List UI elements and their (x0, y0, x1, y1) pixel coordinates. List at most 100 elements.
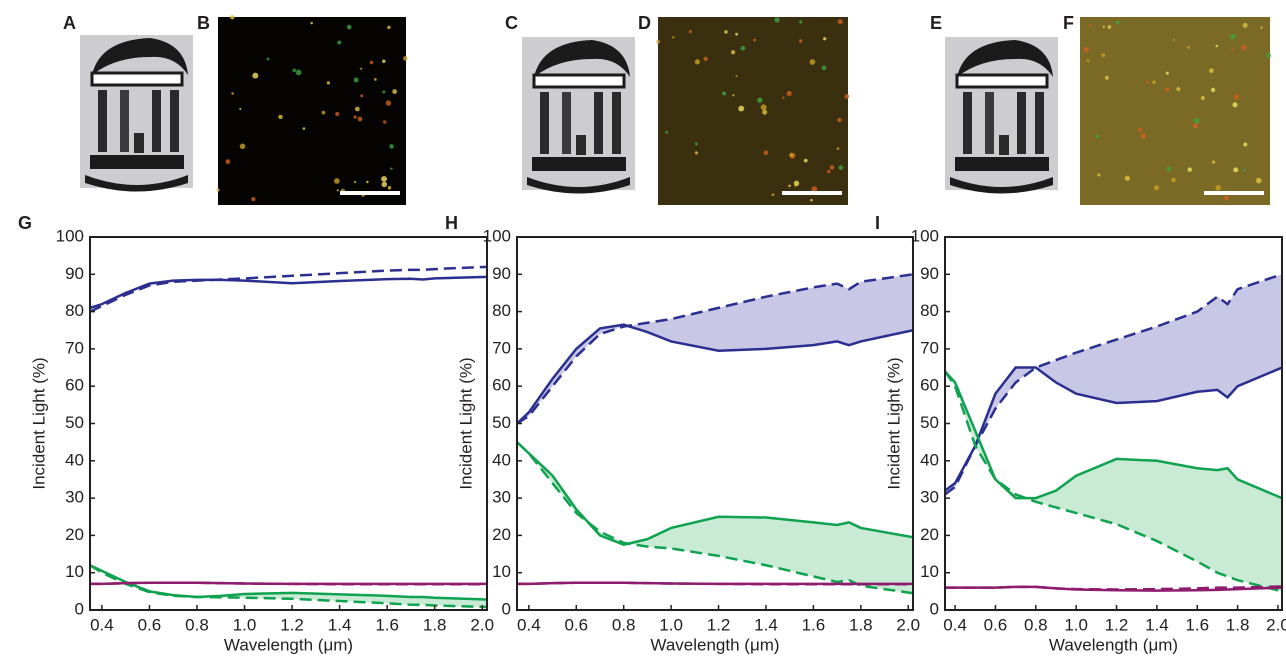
series-line (89, 564, 488, 601)
speckle (656, 39, 661, 44)
speckle (730, 50, 736, 55)
speckle (295, 69, 302, 76)
series-line (89, 265, 488, 313)
speckle (757, 97, 763, 104)
speckle (374, 78, 377, 81)
speckle (694, 59, 700, 65)
speckle (230, 15, 235, 20)
speckle (353, 115, 357, 119)
plot-frame (944, 236, 1283, 611)
x-tick-label: 0.4 (90, 615, 114, 634)
y-tick-label: 20 (65, 525, 84, 544)
x-tick-label: 1.6 (1185, 615, 1209, 634)
series-line (516, 323, 914, 425)
y-tick-label: 20 (492, 525, 511, 544)
speckle (1208, 68, 1214, 74)
speckle (337, 40, 342, 45)
y-tick-label: 0 (75, 599, 84, 618)
speckle (326, 81, 330, 85)
speckle (225, 159, 231, 165)
speckle (354, 106, 360, 112)
speckle (1215, 184, 1221, 191)
speckle (1140, 133, 1147, 139)
series-line (89, 564, 488, 609)
plot-frame (516, 236, 914, 611)
speckle (1166, 166, 1172, 172)
x-tick-label: 2.0 (1266, 615, 1286, 634)
speckle (735, 32, 739, 36)
micrograph-panel: D (638, 13, 848, 205)
speckle (789, 152, 794, 158)
speckle (392, 89, 398, 95)
speckle (1230, 33, 1236, 40)
photo-panel: C (505, 13, 637, 195)
speckle (1266, 53, 1272, 58)
speckle (786, 90, 792, 97)
speckle (799, 39, 803, 43)
y-tick-label: 90 (492, 264, 511, 283)
speckle (346, 24, 352, 30)
panel-label: I (875, 213, 880, 233)
x-tick-label: 1.6 (375, 615, 399, 634)
micrograph (1080, 17, 1270, 205)
speckle (1187, 45, 1190, 49)
series-line (516, 441, 914, 547)
x-tick-label: 1.6 (802, 615, 826, 634)
panel-label: B (197, 13, 210, 33)
speckle (732, 94, 735, 97)
y-tick-label: 20 (920, 525, 939, 544)
speckle (1165, 87, 1170, 92)
speckle (665, 130, 669, 134)
speckle (383, 120, 387, 124)
x-tick-label: 1.4 (754, 615, 778, 634)
panel-label: E (930, 13, 942, 33)
x-tick-label: 1.4 (1145, 615, 1169, 634)
speckle (1097, 173, 1101, 177)
panel-label: F (1063, 13, 1074, 33)
micrograph (658, 17, 848, 205)
speckle (724, 30, 728, 34)
speckle (774, 17, 780, 23)
series-line (945, 585, 1283, 591)
y-tick-label: 60 (920, 376, 939, 395)
series-line (516, 273, 914, 425)
x-tick-label: 0.4 (943, 615, 967, 634)
x-tick-label: 0.6 (564, 615, 588, 634)
shaded-area (90, 565, 487, 608)
speckle (1210, 87, 1216, 93)
speckle (799, 20, 803, 24)
speckle (266, 57, 270, 61)
speckle (829, 165, 835, 170)
speckle (381, 175, 388, 182)
speckle (762, 109, 768, 115)
speckle (216, 188, 220, 192)
x-tick-label: 1.8 (849, 615, 873, 634)
speckle (1215, 44, 1218, 48)
x-tick-label: 1.0 (233, 615, 257, 634)
scale-bar (782, 191, 842, 195)
speckle (1232, 102, 1238, 108)
speckle (1145, 80, 1149, 84)
speckle (381, 181, 388, 188)
y-tick-label: 60 (65, 376, 84, 395)
y-tick-label: 50 (492, 413, 511, 432)
speckle (334, 178, 340, 184)
speckle (1172, 38, 1176, 42)
speckle (810, 198, 813, 202)
y-tick-label: 50 (65, 413, 84, 432)
speckle (1086, 59, 1090, 62)
y-tick-label: 70 (920, 338, 939, 357)
speckle (389, 144, 394, 149)
speckle (753, 38, 757, 42)
panel-label: A (63, 13, 76, 33)
y-axis-label: Incident Light (%) (884, 357, 903, 489)
y-tick-label: 70 (492, 338, 511, 357)
y-tick-label: 30 (492, 488, 511, 507)
series-line (944, 370, 1283, 500)
speckle (1231, 48, 1234, 51)
speckle (837, 19, 843, 25)
x-tick-label: 0.8 (612, 615, 636, 634)
speckle (385, 100, 392, 106)
x-tick-label: 1.8 (423, 615, 447, 634)
